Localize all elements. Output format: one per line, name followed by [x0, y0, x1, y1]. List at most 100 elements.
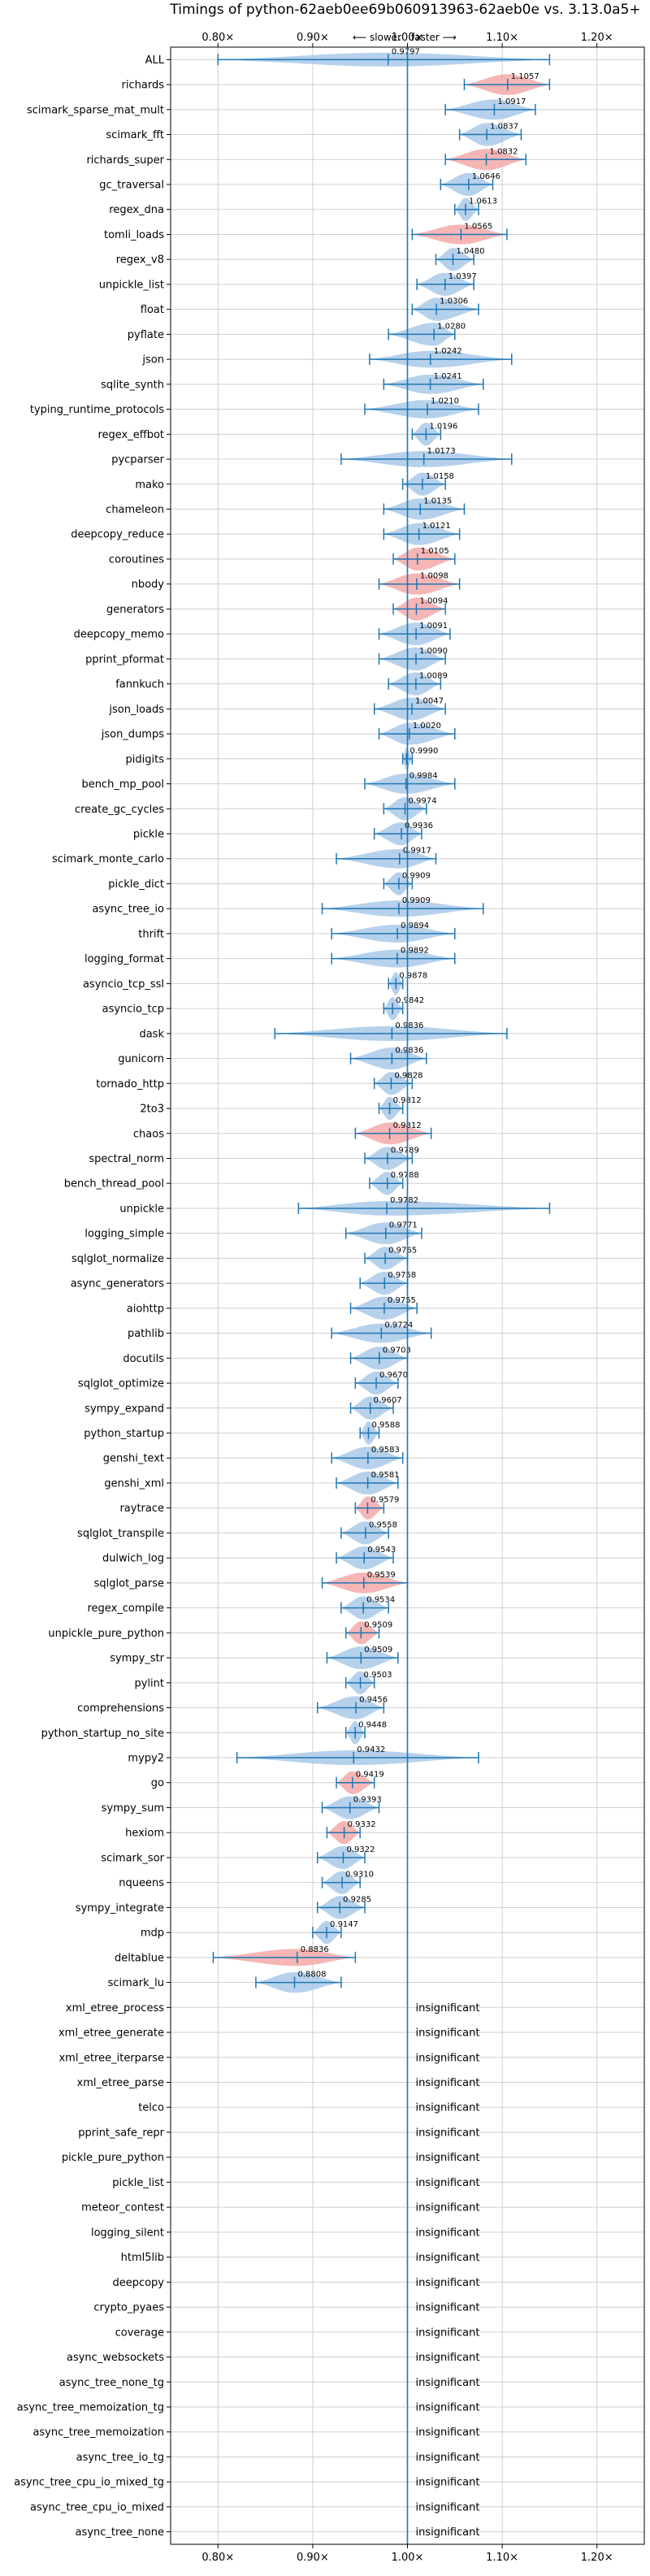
benchmark-label: json_loads — [108, 704, 164, 716]
benchmark-value-label: 1.0241 — [434, 372, 462, 381]
insignificant-label: insignificant — [416, 2452, 480, 2464]
x-tick-label-top: 1.10× — [486, 32, 518, 44]
benchmark-label: dulwich_log — [102, 1553, 164, 1565]
benchmark-label: scimark_fft — [106, 129, 164, 141]
benchmark-value-label: 0.9990 — [410, 747, 438, 756]
benchmark-value-label: 0.9878 — [399, 971, 427, 980]
benchmark-label: pickle_list — [112, 2177, 164, 2189]
benchmark-label: html5lib — [121, 2252, 164, 2264]
benchmark-value-label: 0.9936 — [405, 822, 433, 830]
benchmark-value-label: 1.0613 — [469, 197, 497, 206]
benchmark-label: json_dumps — [101, 729, 164, 741]
benchmark-label: aiohttp — [127, 1303, 164, 1315]
benchmark-value-label: 0.9836 — [395, 1047, 423, 1056]
benchmark-label: scimark_sparse_mat_mult — [27, 104, 164, 116]
benchmark-label: sqlglot_parse — [94, 1577, 164, 1589]
benchmark-value-label: 1.0480 — [456, 247, 484, 256]
x-tick-label-bottom: 1.00× — [392, 2552, 424, 2564]
benchmark-value-label: 0.9539 — [367, 1571, 396, 1580]
x-tick-label-bottom: 0.90× — [297, 2552, 329, 2564]
benchmark-label: chaos — [133, 1128, 164, 1140]
benchmark-label: float — [141, 304, 164, 316]
benchmark-label: go — [151, 1777, 164, 1789]
insignificant-label: insignificant — [416, 2177, 480, 2189]
insignificant-label: insignificant — [416, 2526, 480, 2539]
benchmark-label: pycparser — [111, 454, 164, 466]
benchmark-value-label: 0.9579 — [370, 1496, 399, 1505]
x-tick-label-top: 0.80× — [202, 32, 234, 44]
benchmark-label: async_tree_io — [92, 904, 164, 916]
chart-title: Timings of python-62aeb0ee69b060913963-6… — [169, 2, 640, 18]
benchmark-value-label: 1.0306 — [440, 297, 468, 306]
benchmark-label: coverage — [115, 2327, 164, 2339]
benchmark-value-label: 0.9322 — [346, 1845, 375, 1854]
benchmark-label: sqlglot_normalize — [72, 1253, 164, 1265]
benchmark-value-label: 1.0089 — [419, 672, 448, 681]
benchmark-value-label: 1.0242 — [434, 347, 462, 356]
benchmark-label: gunicorn — [118, 1053, 164, 1065]
insignificant-label: insignificant — [416, 2277, 480, 2289]
benchmark-label: nbody — [132, 579, 165, 591]
benchmark-value-label: 0.9894 — [401, 922, 429, 930]
benchmark-label: scimark_lu — [108, 1977, 164, 1989]
benchmark-label: logging_silent — [91, 2227, 164, 2239]
benchmark-value-label: 0.8808 — [298, 1971, 327, 1980]
benchmark-label: async_tree_none — [76, 2526, 164, 2539]
benchmark-label: async_tree_memoization_tg — [17, 2401, 164, 2413]
benchmark-label: sympy_str — [110, 1653, 164, 1665]
benchmark-label: thrift — [138, 928, 164, 940]
benchmark-value-label: 0.9509 — [364, 1620, 392, 1629]
benchmark-label: genshi_text — [103, 1453, 164, 1465]
benchmark-label: pathlib — [128, 1328, 164, 1340]
benchmark-label: xml_etree_iterparse — [58, 2052, 164, 2064]
x-tick-label-top: 0.90× — [297, 32, 329, 44]
x-tick-label-bottom: 1.20× — [581, 2552, 613, 2564]
benchmark-value-label: 0.9828 — [394, 1071, 422, 1080]
benchmark-label: comprehensions — [77, 1702, 164, 1715]
benchmark-label: generators — [106, 604, 164, 616]
insignificant-label: insignificant — [416, 2027, 480, 2040]
benchmark-label: async_websockets — [67, 2352, 164, 2364]
benchmark-value-label: 0.9534 — [366, 1596, 395, 1605]
benchmark-label: coroutines — [109, 553, 164, 566]
benchmark-label: mako — [135, 479, 164, 491]
benchmark-value-label: 0.9892 — [401, 947, 429, 956]
benchmark-label: async_tree_cpu_io_mixed — [30, 2501, 164, 2513]
benchmark-value-label: 0.9758 — [388, 1271, 416, 1280]
benchmark-label: pprint_safe_repr — [78, 2127, 164, 2139]
benchmark-value-label: 0.9797 — [392, 47, 420, 56]
benchmark-label: pidigits — [126, 753, 165, 765]
x-tick-label-top: 1.00× — [392, 32, 424, 44]
benchmark-label: async_generators — [71, 1278, 165, 1290]
benchmark-label: chameleon — [106, 504, 164, 516]
benchmark-value-label: 1.0158 — [426, 472, 454, 481]
benchmark-label: pylint — [134, 1677, 164, 1689]
benchmark-value-label: 0.8836 — [301, 1945, 329, 1954]
benchmark-label: tomli_loads — [104, 229, 164, 241]
benchmark-value-label: 0.9909 — [402, 896, 431, 905]
benchmark-value-label: 1.0020 — [413, 722, 441, 731]
benchmark-value-label: 1.0565 — [464, 222, 492, 231]
insignificant-label: insignificant — [416, 2302, 480, 2314]
benchmark-value-label: 0.9724 — [384, 1321, 413, 1330]
benchmark-label: pickle — [133, 828, 164, 840]
benchmark-value-label: 0.9419 — [356, 1771, 384, 1780]
x-tick-label-bottom: 0.80× — [202, 2552, 234, 2564]
benchmark-label: sqlglot_transpile — [77, 1528, 164, 1540]
benchmark-value-label: 0.9509 — [364, 1646, 392, 1654]
benchmark-label: richards_super — [86, 154, 164, 167]
benchmark-value-label: 1.0832 — [490, 147, 518, 156]
benchmark-label: python_startup_no_site — [41, 1728, 164, 1740]
insignificant-label: insignificant — [416, 2401, 480, 2413]
benchmark-label: raytrace — [119, 1503, 164, 1515]
benchmark-label: sympy_integrate — [76, 1902, 164, 1915]
benchmark-value-label: 0.9842 — [396, 996, 424, 1005]
insignificant-label: insignificant — [416, 2052, 480, 2064]
benchmark-value-label: 0.9456 — [359, 1696, 388, 1705]
insignificant-label: insignificant — [416, 2127, 480, 2139]
benchmark-label: asyncio_tcp — [102, 1004, 164, 1016]
benchmark-label: json — [141, 354, 164, 366]
benchmark-label: crypto_pyaes — [93, 2302, 164, 2314]
benchmark-label: scimark_sor — [101, 1852, 164, 1864]
benchmark-value-label: 0.9332 — [348, 1820, 376, 1829]
